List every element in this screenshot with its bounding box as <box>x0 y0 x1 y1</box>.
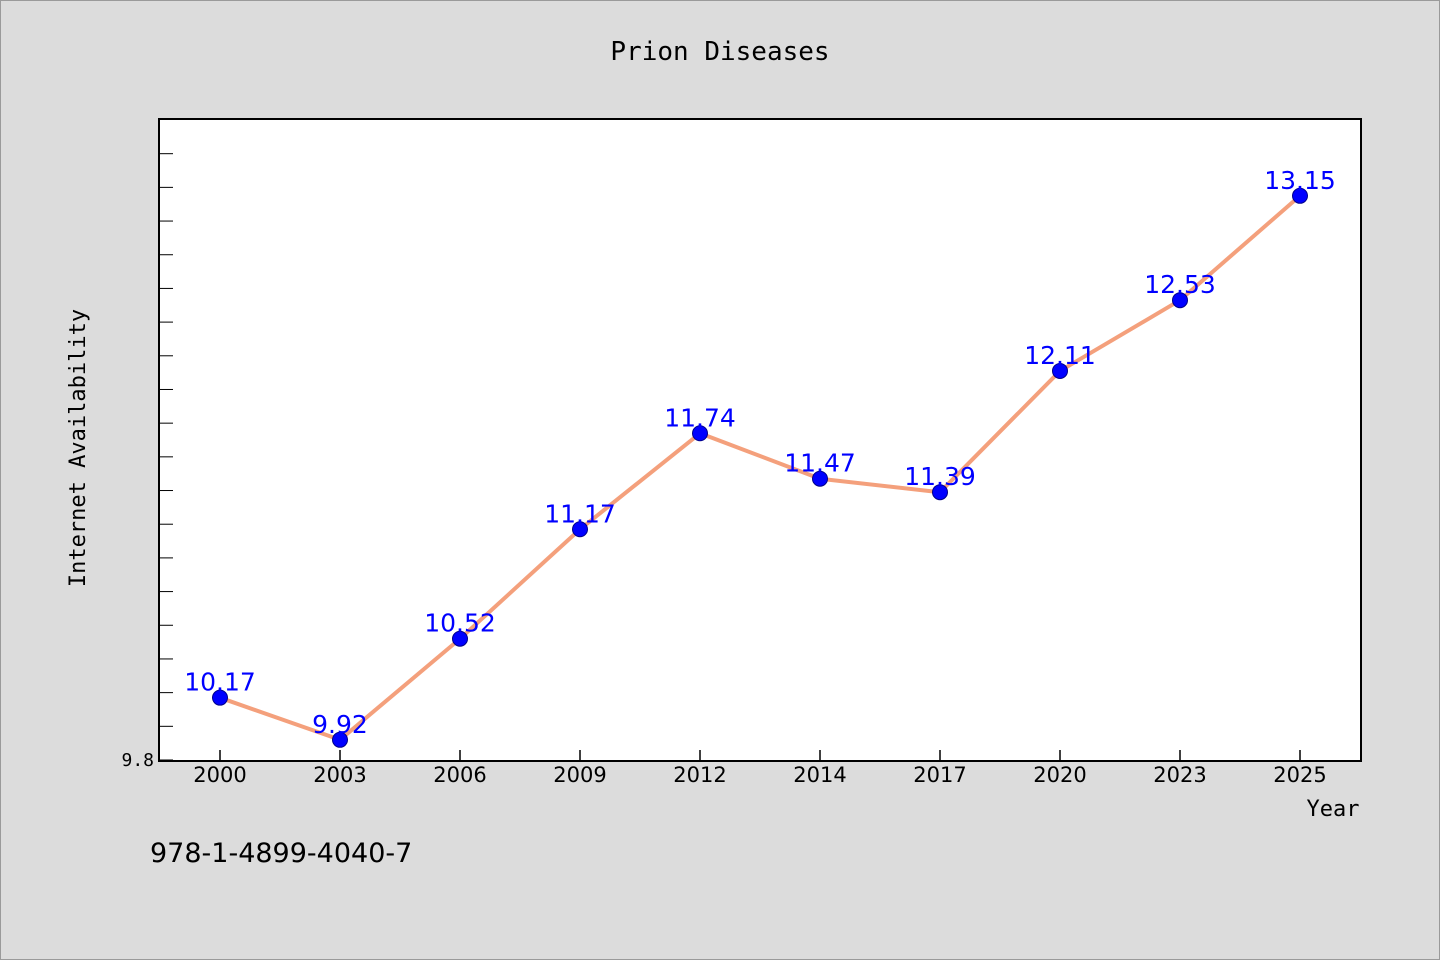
data-label: 11.74 <box>664 403 736 432</box>
data-point <box>812 470 828 487</box>
series-group <box>212 187 1308 748</box>
data-point <box>1172 292 1188 309</box>
series-line <box>219 194 1302 742</box>
x-tick-label: 2006 <box>433 763 486 787</box>
x-tick-label: 2012 <box>673 763 726 787</box>
x-tick-label: 2025 <box>1273 763 1326 787</box>
x-tick-label: 2023 <box>1153 763 1206 787</box>
x-tick-label: 2014 <box>793 763 846 787</box>
data-label: 11.47 <box>784 449 856 478</box>
y-axis-label: Internet Availability <box>66 309 91 587</box>
data-label: 9.92 <box>312 710 368 739</box>
plot-area <box>158 118 1362 762</box>
y-axis-ticks: 9.8 <box>121 153 173 771</box>
chart-title: Prion Diseases <box>610 37 829 67</box>
data-point <box>452 630 468 647</box>
data-point <box>572 521 588 538</box>
y-tick-label: 9.8 <box>121 750 154 771</box>
data-point <box>1052 362 1068 379</box>
data-label: 12.53 <box>1144 270 1216 299</box>
x-tick-label: 2009 <box>553 763 606 787</box>
x-tick-label: 2000 <box>193 763 246 787</box>
data-label: 10.52 <box>424 609 496 638</box>
x-tick-label: 2003 <box>313 763 366 787</box>
data-label: 12.11 <box>1024 341 1096 370</box>
x-tick-label: 2020 <box>1033 763 1086 787</box>
data-point <box>932 484 948 501</box>
data-point <box>212 689 228 706</box>
data-point <box>1292 187 1308 204</box>
data-point <box>692 425 708 442</box>
isbn-text: 978-1-4899-4040-7 <box>150 838 412 869</box>
data-label: 11.39 <box>904 462 976 491</box>
data-label: 13.15 <box>1264 166 1336 195</box>
data-labels: 10.17 9.92 10.52 11.17 11.74 11.47 11.39 12.11 1… <box>184 166 1336 739</box>
x-axis-label: Year <box>1307 797 1360 822</box>
data-label: 10.17 <box>184 668 256 697</box>
x-tick-label: 2017 <box>913 763 966 787</box>
x-axis-ticks: 2000 2003 2006 2009 2012 2014 2017 2020 2023 2025 <box>193 750 1327 787</box>
data-label: 11.17 <box>544 499 616 528</box>
data-point <box>332 731 348 748</box>
